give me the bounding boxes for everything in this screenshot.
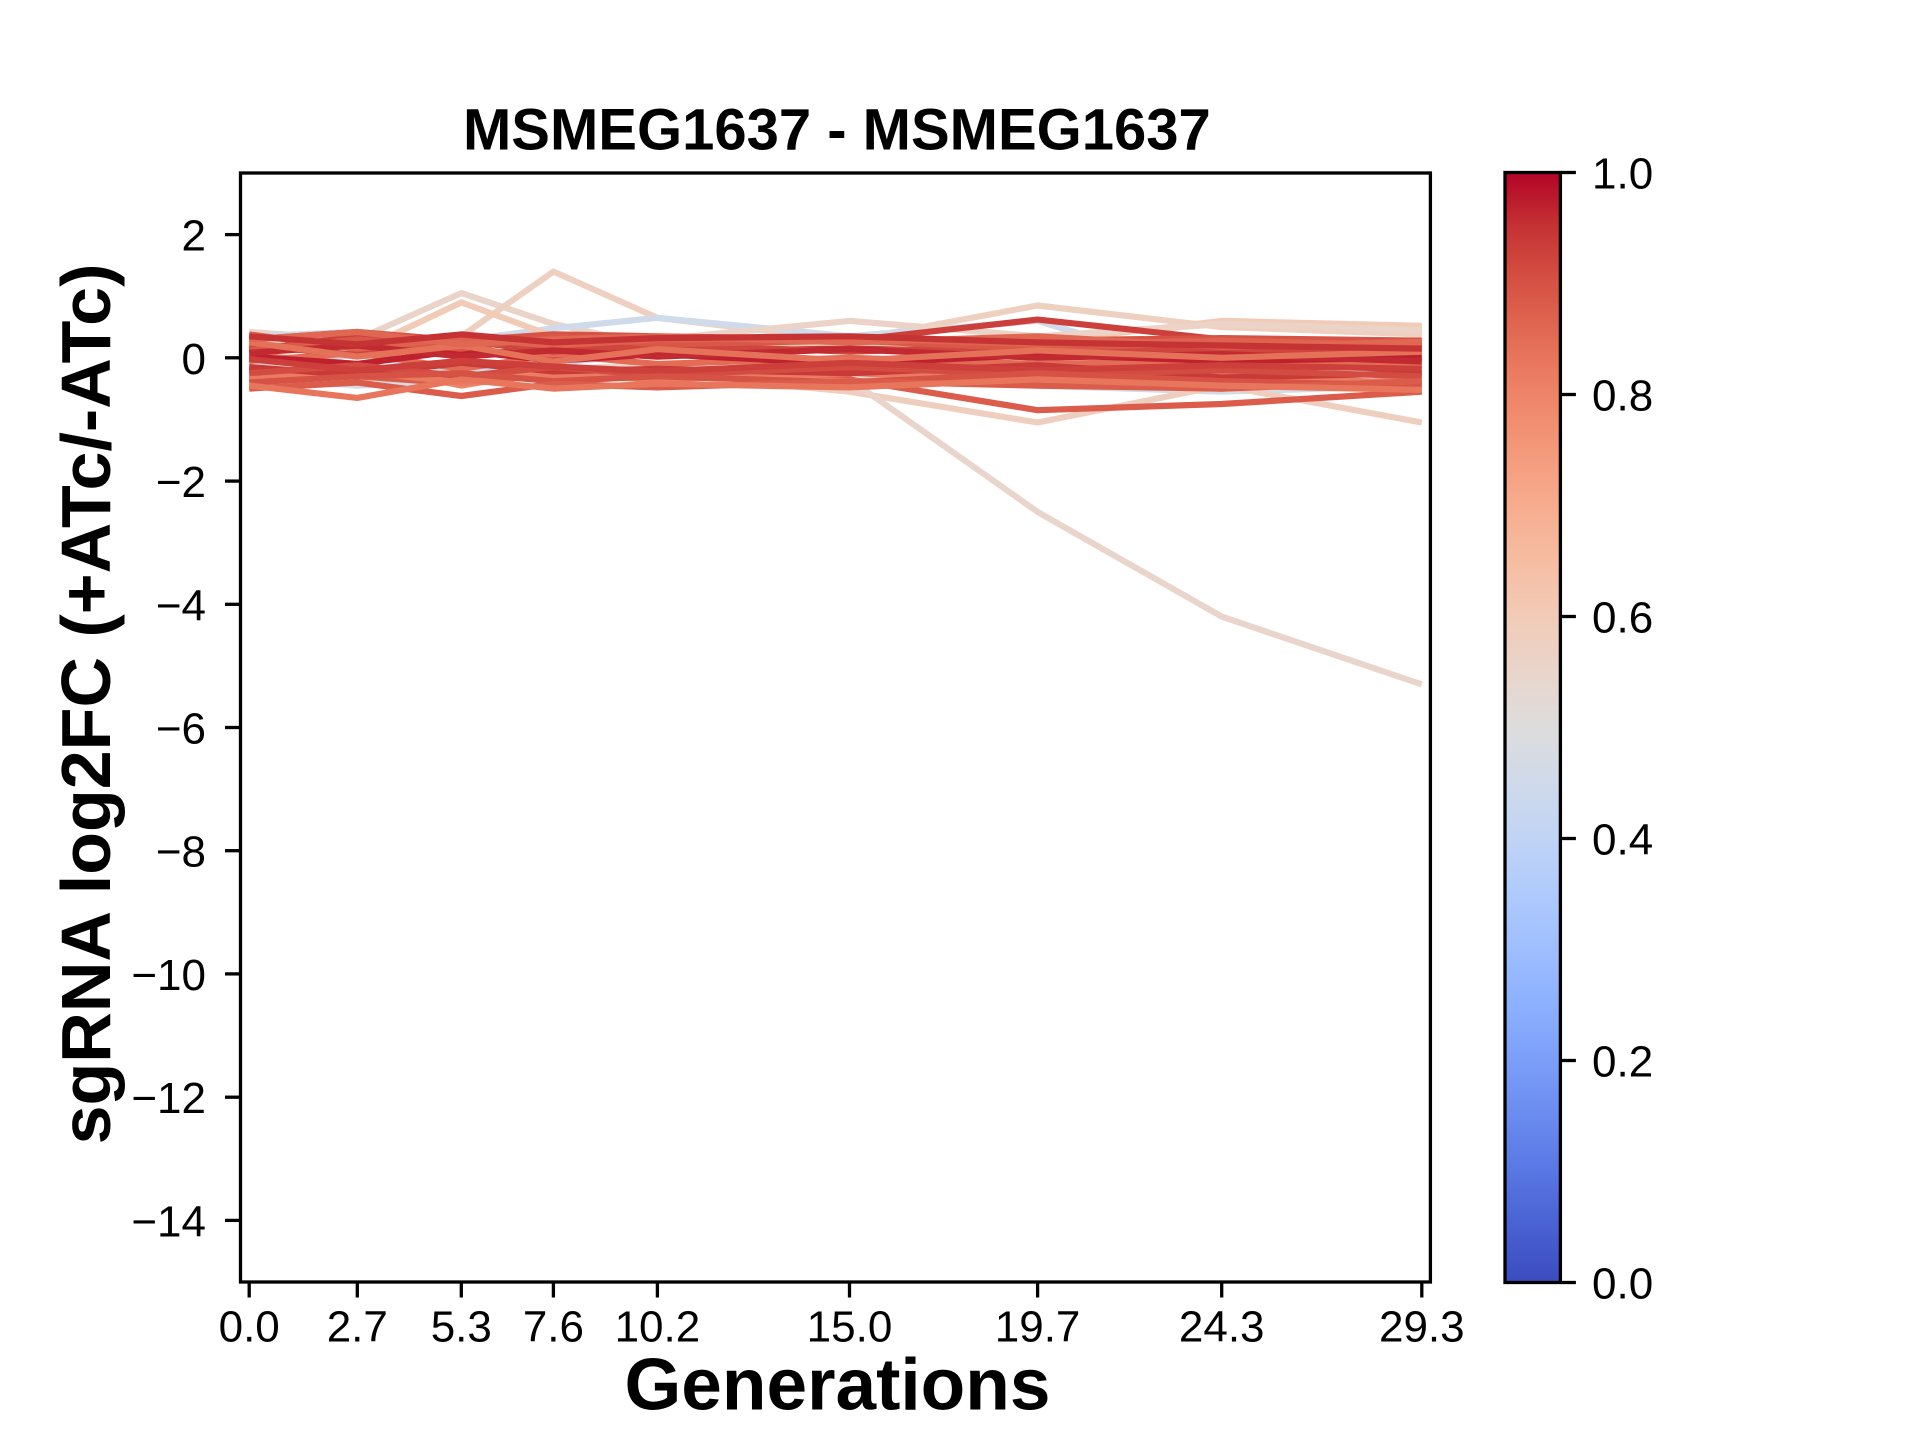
svg-text:15.0: 15.0	[807, 1303, 893, 1352]
svg-text:−6: −6	[156, 705, 206, 754]
svg-text:2: 2	[182, 212, 206, 261]
svg-text:19.7: 19.7	[995, 1303, 1081, 1352]
svg-text:Generations: Generations	[625, 1345, 1051, 1426]
svg-text:0.0: 0.0	[219, 1303, 280, 1352]
svg-text:2.7: 2.7	[327, 1303, 388, 1352]
svg-text:0: 0	[182, 335, 206, 384]
svg-text:0.4: 0.4	[1592, 816, 1653, 865]
svg-text:sgRNA log2FC (+ATc/-ATc): sgRNA log2FC (+ATc/-ATc)	[47, 264, 125, 1145]
svg-text:7.6: 7.6	[523, 1303, 584, 1352]
svg-text:1.0: 1.0	[1592, 150, 1653, 199]
svg-text:0.6: 0.6	[1592, 594, 1653, 643]
svg-text:29.3: 29.3	[1379, 1303, 1465, 1352]
svg-text:0.0: 0.0	[1592, 1260, 1653, 1309]
svg-text:0.2: 0.2	[1592, 1038, 1653, 1087]
svg-text:−2: −2	[156, 458, 206, 507]
svg-text:MSMEG1637 - MSMEG1637: MSMEG1637 - MSMEG1637	[463, 98, 1211, 163]
svg-text:10.2: 10.2	[615, 1303, 701, 1352]
svg-text:−14: −14	[131, 1197, 206, 1246]
svg-text:5.3: 5.3	[431, 1303, 492, 1352]
svg-text:24.3: 24.3	[1179, 1303, 1265, 1352]
svg-text:−10: −10	[131, 951, 206, 1000]
svg-text:−12: −12	[131, 1074, 206, 1123]
svg-text:−8: −8	[156, 828, 206, 877]
svg-text:0.8: 0.8	[1592, 372, 1653, 421]
svg-text:−4: −4	[156, 581, 206, 630]
